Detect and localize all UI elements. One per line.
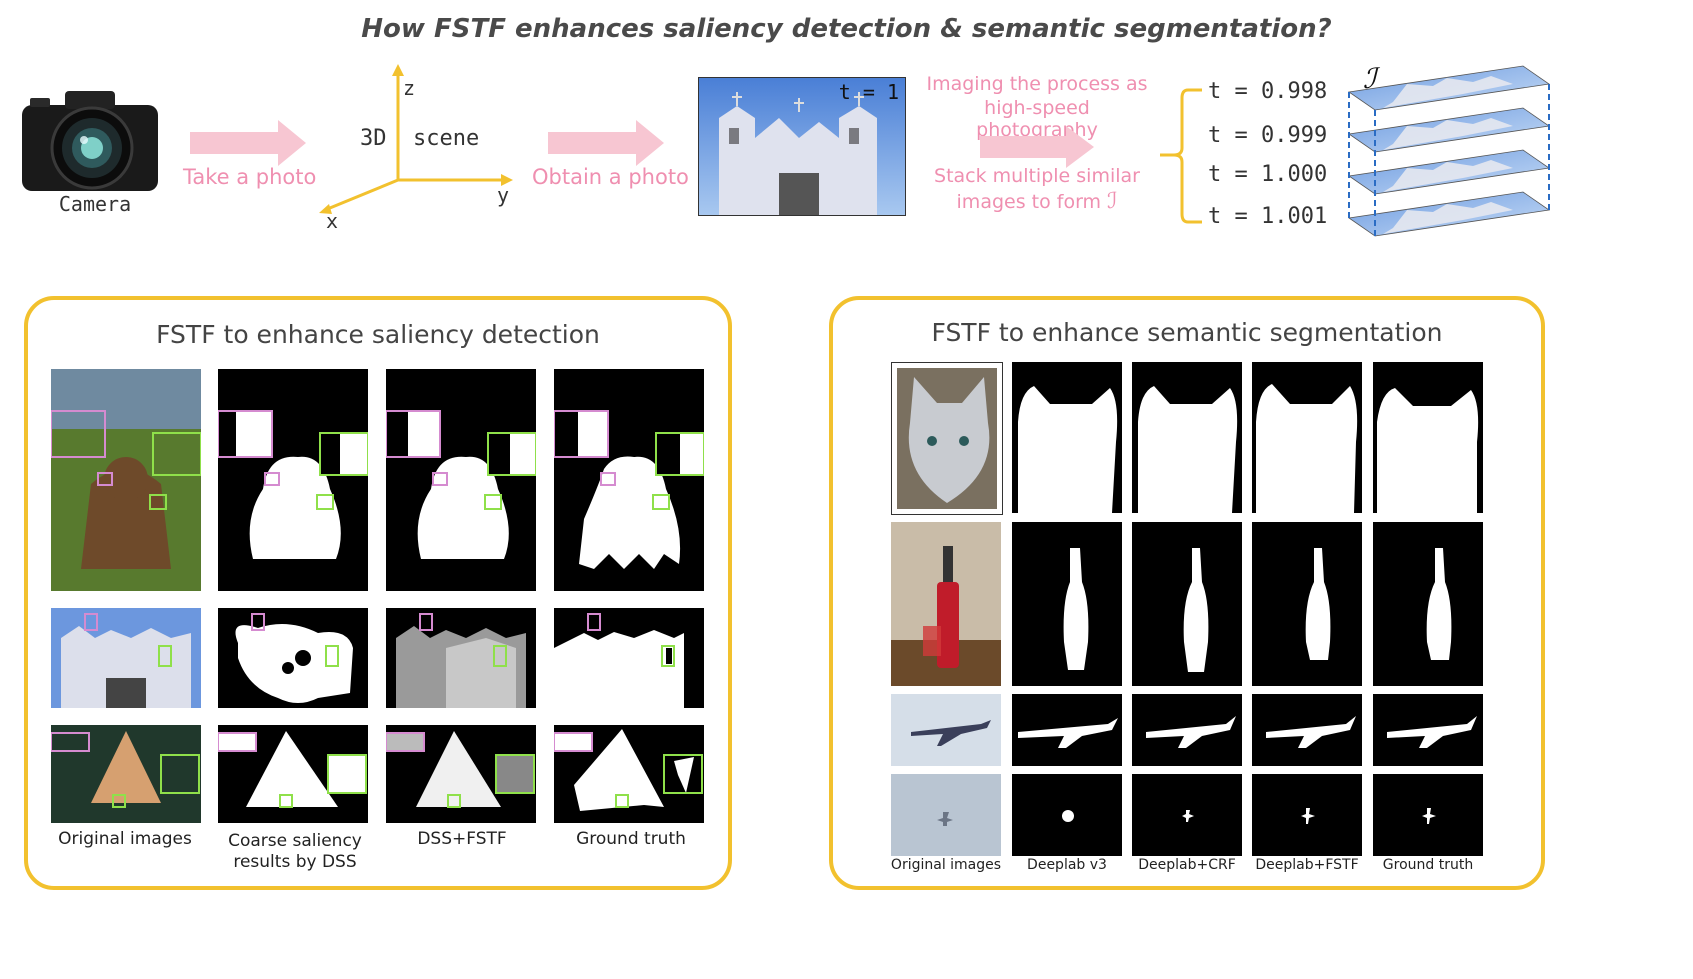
camera-label: Camera xyxy=(58,192,132,216)
seg-caption-fstf: Deeplab+FSTF xyxy=(1255,857,1359,873)
stack-line2-row: images to form ℐ xyxy=(922,189,1152,214)
church-ground-truth-mask xyxy=(554,608,704,708)
take-photo-label: Take a photo xyxy=(183,165,317,189)
camera-icon xyxy=(20,85,160,195)
plane-ground-truth-mask xyxy=(1373,694,1483,766)
stack-line1: Stack multiple similar xyxy=(934,165,1140,187)
bottle-original-image xyxy=(891,522,1001,686)
stack-symbol: ℐ xyxy=(1107,189,1118,214)
seg-caption-ground-truth: Ground truth xyxy=(1382,857,1474,873)
cat-deeplab-mask xyxy=(1012,362,1122,513)
axis-y-label: y xyxy=(497,183,510,207)
segmentation-panel-title: FSTF to enhance semantic segmentation xyxy=(931,318,1443,347)
axes-3d-icon xyxy=(315,60,525,230)
seg-caption-crf: Deeplab+CRF xyxy=(1138,857,1236,873)
small-plane-deeplab-mask xyxy=(1012,774,1122,856)
bottle-crf-mask xyxy=(1132,522,1242,686)
bear-fstf-mask xyxy=(386,369,536,591)
time-1001: t = 1.001 xyxy=(1208,204,1328,229)
bear-ground-truth-mask xyxy=(554,369,704,591)
caption-coarse-line2: results by DSS xyxy=(233,852,357,872)
small-plane-original-image xyxy=(891,774,1001,856)
plane-fstf-mask xyxy=(1252,694,1362,766)
cat-fstf-mask xyxy=(1252,362,1362,513)
bottle-fstf-mask xyxy=(1252,522,1362,686)
arrow-right-icon xyxy=(190,118,310,168)
stack-line2: images to form xyxy=(956,191,1102,213)
caption-original-images: Original images xyxy=(58,829,192,849)
image-stack-icon: ℐ xyxy=(1343,62,1553,248)
caption-dss-fstf: DSS+FSTF xyxy=(417,829,507,849)
brace-icon xyxy=(1158,88,1208,224)
church-dss-mask xyxy=(218,608,368,708)
small-plane-ground-truth-mask xyxy=(1373,774,1483,856)
figure-title: How FSTF enhances saliency detection & s… xyxy=(361,14,1332,44)
church-original-image xyxy=(51,608,201,708)
caption-coarse-line1: Coarse saliency xyxy=(228,831,362,851)
axis-x-label: x xyxy=(326,209,339,233)
obtain-photo-label: Obtain a photo xyxy=(532,165,689,189)
time-0999: t = 0.999 xyxy=(1208,123,1328,148)
time-1000: t = 1.000 xyxy=(1208,162,1328,187)
church-fstf-mask xyxy=(386,608,536,708)
bear-dss-mask xyxy=(218,369,368,591)
church-photo: t = 1 xyxy=(698,77,906,216)
scene-label: 3D scene xyxy=(360,126,480,151)
bottle-deeplab-mask xyxy=(1012,522,1122,686)
worm-original-image xyxy=(51,725,201,823)
bear-original-image xyxy=(51,369,201,591)
seg-caption-deeplab: Deeplab v3 xyxy=(1027,857,1107,873)
seg-caption-original-images: Original images xyxy=(890,857,1002,873)
imaging-line1: Imaging the process as xyxy=(926,73,1148,95)
saliency-panel-title: FSTF to enhance saliency detection xyxy=(156,320,600,349)
time-0998: t = 0.998 xyxy=(1208,79,1328,104)
cat-crf-mask xyxy=(1132,362,1242,513)
stack-symbol-label: ℐ xyxy=(1363,62,1377,95)
arrow-right-icon xyxy=(548,118,668,168)
plane-crf-mask xyxy=(1132,694,1242,766)
small-plane-fstf-mask xyxy=(1252,774,1362,856)
bottle-ground-truth-mask xyxy=(1373,522,1483,686)
caption-ground-truth: Ground truth xyxy=(576,829,686,849)
plane-deeplab-mask xyxy=(1012,694,1122,766)
plane-original-image xyxy=(891,694,1001,766)
cat-original-image xyxy=(891,362,1003,515)
cat-ground-truth-mask xyxy=(1373,362,1483,513)
arrow-right-icon xyxy=(980,124,1100,170)
worm-dss-mask xyxy=(218,725,368,823)
photo-time-label: t = 1 xyxy=(838,80,899,104)
worm-ground-truth-mask xyxy=(554,725,704,823)
small-plane-crf-mask xyxy=(1132,774,1242,856)
worm-fstf-mask xyxy=(386,725,536,823)
axis-z-label: z xyxy=(403,76,416,100)
